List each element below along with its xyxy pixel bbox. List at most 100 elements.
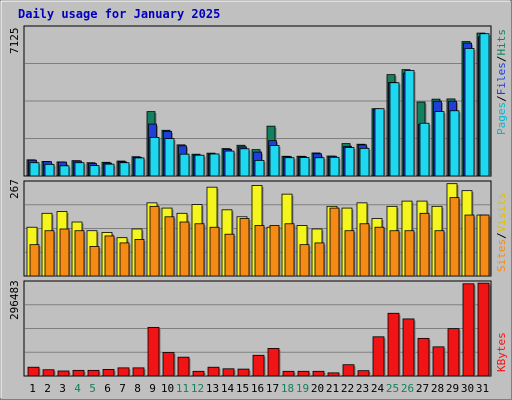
legend-files: Files bbox=[495, 62, 508, 95]
day-label-6: 6 bbox=[104, 382, 111, 395]
sites-bar-day-5 bbox=[89, 245, 100, 277]
sites-bar-day-27 bbox=[419, 212, 430, 277]
pages-bar-day-3 bbox=[59, 165, 70, 177]
day-label-17: 17 bbox=[266, 382, 279, 395]
day-label-25: 25 bbox=[386, 382, 399, 395]
kbytes-bar-day-22 bbox=[342, 364, 355, 377]
day-label-23: 23 bbox=[356, 382, 369, 395]
day-label-16: 16 bbox=[251, 382, 264, 395]
kbytes-bar-day-1 bbox=[27, 366, 40, 377]
day-label-29: 29 bbox=[446, 382, 459, 395]
sites-bar-day-12 bbox=[194, 223, 205, 277]
legend-hits-files-pages: Pages/Files/Hits bbox=[495, 29, 508, 135]
kbytes-bar-day-16 bbox=[252, 354, 265, 377]
day-label-20: 20 bbox=[311, 382, 324, 395]
sites-bar-day-10 bbox=[164, 216, 175, 277]
sites-bar-day-18 bbox=[284, 223, 295, 277]
sites-bar-day-29 bbox=[449, 197, 460, 277]
pages-bar-day-11 bbox=[179, 153, 190, 177]
pages-bar-day-16 bbox=[254, 160, 265, 177]
sites-bar-day-17 bbox=[269, 225, 280, 277]
kbytes-bar-day-29 bbox=[447, 328, 460, 377]
hits-ymax-label: 7125 bbox=[8, 28, 21, 55]
pages-bar-day-27 bbox=[419, 122, 430, 177]
pages-bar-day-31 bbox=[479, 33, 490, 177]
day-label-9: 9 bbox=[149, 382, 156, 395]
pages-bar-day-9 bbox=[149, 136, 160, 177]
day-label-13: 13 bbox=[206, 382, 219, 395]
kbytes-bar-day-2 bbox=[42, 369, 55, 377]
pages-bar-day-20 bbox=[314, 157, 325, 177]
kbytes-bar-day-14 bbox=[222, 368, 235, 377]
day-label-24: 24 bbox=[371, 382, 385, 395]
sites-bar-day-28 bbox=[434, 230, 445, 277]
day-label-7: 7 bbox=[119, 382, 126, 395]
day-label-21: 21 bbox=[326, 382, 339, 395]
sites-bar-day-7 bbox=[119, 242, 130, 277]
kbytes-bar-day-3 bbox=[57, 370, 70, 377]
pages-bar-day-29 bbox=[449, 110, 460, 177]
pages-bar-day-25 bbox=[389, 82, 400, 177]
sites-bar-day-31 bbox=[479, 214, 490, 277]
day-label-19: 19 bbox=[296, 382, 309, 395]
pages-bar-day-19 bbox=[299, 157, 310, 177]
kbytes-bar-day-23 bbox=[357, 370, 370, 377]
sites-bar-day-8 bbox=[134, 239, 145, 277]
kbytes-bar-day-6 bbox=[102, 369, 115, 377]
kbytes-panel bbox=[23, 280, 492, 377]
kbytes-bar-day-4 bbox=[72, 369, 85, 377]
day-label-5: 5 bbox=[89, 382, 96, 395]
sites-bar-day-23 bbox=[359, 223, 370, 277]
kbytes-bar-day-8 bbox=[132, 367, 145, 377]
pages-bar-day-22 bbox=[344, 147, 355, 177]
day-label-11: 11 bbox=[176, 382, 189, 395]
day-label-22: 22 bbox=[341, 382, 354, 395]
sites-bar-day-3 bbox=[59, 228, 70, 277]
sites-bar-day-30 bbox=[464, 214, 475, 277]
kbytes-ymax-label: 296483 bbox=[8, 280, 21, 320]
sites-bar-day-19 bbox=[299, 244, 310, 277]
kbytes-bar-day-17 bbox=[267, 347, 280, 377]
kbytes-bar-day-10 bbox=[162, 352, 175, 377]
sites-bar-day-24 bbox=[374, 226, 385, 277]
sites-bar-day-20 bbox=[314, 242, 325, 277]
sites-bar-day-14 bbox=[224, 233, 235, 277]
legend-sep-3: / bbox=[495, 232, 508, 239]
kbytes-bar-day-18 bbox=[282, 370, 295, 377]
sites-bar-day-25 bbox=[389, 230, 400, 277]
kbytes-bar-day-11 bbox=[177, 356, 190, 377]
sites-bar-day-22 bbox=[344, 230, 355, 277]
sites-bar-day-13 bbox=[209, 226, 220, 277]
legend-sites: Sites bbox=[495, 239, 508, 272]
day-label-8: 8 bbox=[134, 382, 141, 395]
kbytes-bar-day-24 bbox=[372, 336, 385, 377]
hits-files-pages-panel bbox=[23, 25, 492, 177]
pages-bar-day-24 bbox=[374, 108, 385, 177]
day-label-2: 2 bbox=[44, 382, 51, 395]
kbytes-bar-day-30 bbox=[462, 283, 475, 377]
sites-bar-day-21 bbox=[329, 207, 340, 277]
kbytes-bar-day-12 bbox=[192, 370, 205, 377]
kbytes-bar-day-28 bbox=[432, 346, 445, 377]
pages-bar-day-28 bbox=[434, 111, 445, 177]
legend-visits: Visits bbox=[495, 193, 508, 233]
pages-bar-day-26 bbox=[404, 70, 415, 177]
pages-bar-day-8 bbox=[134, 157, 145, 177]
pages-bar-day-7 bbox=[119, 162, 130, 177]
day-label-30: 30 bbox=[461, 382, 474, 395]
visits-sites-panel bbox=[23, 180, 492, 277]
chart-title: Daily usage for January 2025 bbox=[18, 7, 220, 21]
pages-bar-day-14 bbox=[224, 150, 235, 177]
day-label-31: 31 bbox=[476, 382, 489, 395]
kbytes-bar-day-21 bbox=[327, 372, 340, 377]
pages-bar-day-15 bbox=[239, 148, 250, 177]
pages-bar-day-6 bbox=[104, 163, 115, 177]
kbytes-bar-day-27 bbox=[417, 337, 430, 377]
day-label-26: 26 bbox=[401, 382, 414, 395]
legend-pages: Pages bbox=[495, 102, 508, 135]
day-label-15: 15 bbox=[236, 382, 249, 395]
kbytes-bar-day-7 bbox=[117, 367, 130, 377]
pages-bar-day-10 bbox=[164, 138, 175, 177]
legend-sep-1: / bbox=[495, 95, 508, 102]
day-label-1: 1 bbox=[29, 382, 36, 395]
